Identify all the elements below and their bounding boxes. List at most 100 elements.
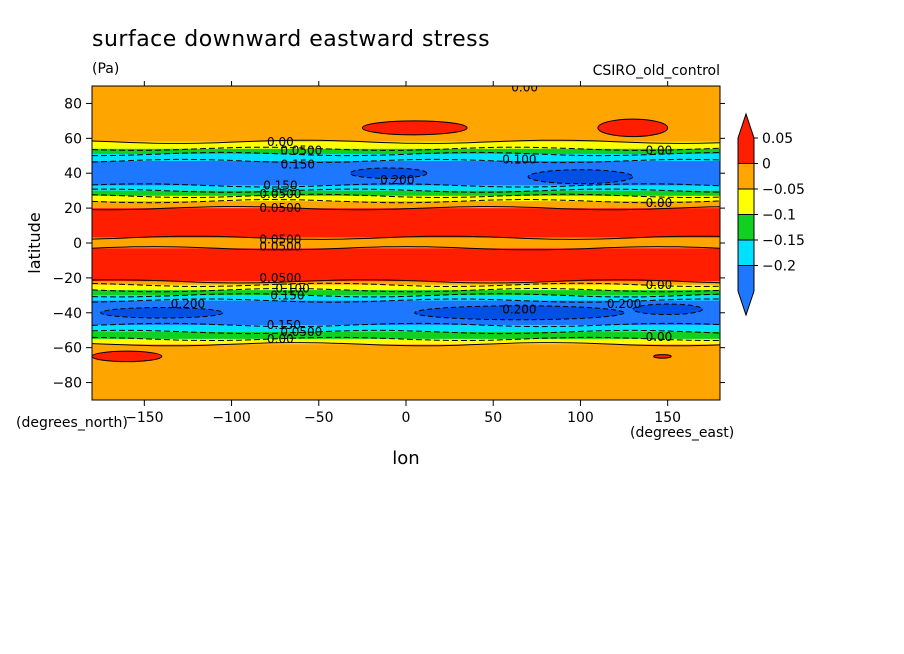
x-tick-label-5: 100 [567, 410, 594, 426]
colorbar-label-3: −0.1 [762, 208, 796, 224]
contour-line-4 [92, 158, 720, 164]
contour-label-2: 0.00 [646, 144, 673, 158]
contour-line-17 [92, 322, 720, 328]
contour-label-20: 0.150 [267, 318, 301, 332]
colorbar-swatch-5 [737, 265, 755, 317]
contour-region-5 [527, 169, 634, 185]
contour-label-8: 0.0500 [259, 187, 301, 201]
y-tick-label-4: 0 [73, 236, 82, 252]
contour-label-12: 0.0500 [259, 239, 301, 253]
contour-line-14 [92, 288, 720, 293]
y-tick-label-1: −60 [52, 341, 82, 357]
y-units-label: (degrees_north) [16, 415, 128, 431]
zonal-band-3 [92, 154, 720, 162]
contour-line-12 [92, 279, 720, 284]
zonal-band-1 [92, 141, 720, 149]
contour-label-21: 0.0500 [280, 325, 322, 339]
contour-label-22: 0.00 [267, 332, 294, 346]
colorbar-swatch-1 [737, 163, 755, 190]
contour-label-11: 0.0500 [259, 233, 301, 247]
contour-label-19: 0.200 [607, 297, 641, 311]
colorbar-label-0: 0.05 [762, 131, 793, 147]
contour-label-14: 0.00 [646, 278, 673, 292]
contour-line-18 [92, 329, 720, 335]
contour-region-8 [632, 303, 704, 316]
colorbar-label-1: 0 [762, 157, 771, 173]
units-label: (Pa) [92, 61, 119, 77]
contour-label-6: 0.200 [380, 173, 414, 187]
x-tick-label-4: 50 [484, 410, 502, 426]
zonal-band-6 [92, 190, 720, 196]
contour-region-4 [349, 167, 428, 179]
contour-line-15 [92, 293, 720, 298]
contour-line-2 [92, 146, 720, 151]
zonal-band-2 [92, 148, 720, 155]
y-tick-label-6: 40 [64, 166, 82, 182]
contour-line-16 [92, 298, 720, 303]
y-tick-label-5: 20 [64, 201, 82, 217]
contour-line-10 [92, 235, 720, 240]
contour-line-13 [92, 282, 720, 288]
zonal-band-18 [92, 331, 720, 339]
contour-label-5: 0.100 [502, 152, 536, 166]
contour-line-20 [92, 342, 720, 347]
y-tick-label-2: −40 [52, 306, 82, 322]
chart-title: surface downward eastward stress [92, 27, 490, 52]
contour-line-1 [92, 139, 720, 144]
zonal-band-15 [92, 295, 720, 301]
zonal-band-12 [92, 281, 720, 285]
zonal-band-14 [92, 290, 720, 296]
contour-label-15: 0.100 [275, 281, 309, 295]
contour-line-19 [92, 336, 720, 341]
zonal-band-7 [92, 195, 720, 202]
colorbar-label-5: −0.2 [762, 259, 796, 275]
zonal-band-10 [92, 237, 720, 249]
contour-label-16: 0.150 [270, 288, 304, 302]
colorbar-label-4: −0.15 [762, 233, 805, 249]
y-tick-label-7: 60 [64, 131, 82, 147]
contour-label-10: 0.00 [646, 196, 673, 210]
contour-label-3: 0.0500 [280, 144, 322, 158]
y-tick-label-8: 80 [64, 96, 82, 112]
contour-region-3 [653, 354, 672, 359]
y-tick-label-0: −80 [52, 376, 82, 392]
zonal-band-19 [92, 338, 720, 345]
contour-label-9: 0.0500 [259, 201, 301, 215]
zonal-band-20 [92, 344, 720, 400]
contour-line-8 [92, 198, 720, 204]
contour-line-5 [92, 183, 720, 188]
contour-label-7: 0.150 [263, 178, 297, 192]
zonal-band-8 [92, 201, 720, 209]
x-tick-label-0: −150 [125, 410, 163, 426]
contour-line-9 [92, 206, 720, 211]
contour-label-13: 0.0500 [259, 271, 301, 285]
zonal-band-9 [92, 208, 720, 238]
contour-regions [92, 118, 704, 363]
x-axis-label: lon [392, 448, 419, 469]
contour-label-1: 0.00 [267, 135, 294, 149]
y-tick-label-3: −20 [52, 271, 82, 287]
zonal-band-17 [92, 324, 720, 332]
y-axis-label: latitude [25, 212, 44, 273]
contour-label-23: 0.00 [646, 330, 673, 344]
colorbar-swatch-3 [737, 214, 755, 241]
source-label: CSIRO_old_control [593, 63, 720, 79]
colorbar-swatch-2 [737, 188, 755, 215]
x-tick-label-3: 0 [402, 410, 411, 426]
zonal-band-11 [92, 248, 720, 282]
x-tick-label-2: −50 [304, 410, 334, 426]
contour-label-18: 0.200 [502, 302, 536, 316]
contour-line-11 [92, 246, 720, 251]
contour-line-7 [92, 193, 720, 198]
contour-region-1 [597, 118, 669, 138]
contour-label-4: 0.150 [281, 158, 315, 172]
contour-region-7 [414, 305, 625, 321]
x-units-label: (degrees_east) [630, 425, 734, 441]
colorbar-label-2: −0.05 [762, 182, 805, 198]
y-axis-ticks: −80 −60 −40 −20 0 20 40 60 80 [52, 96, 725, 392]
colorbar-swatch-4 [737, 239, 755, 266]
zonal-band-5 [92, 185, 720, 191]
